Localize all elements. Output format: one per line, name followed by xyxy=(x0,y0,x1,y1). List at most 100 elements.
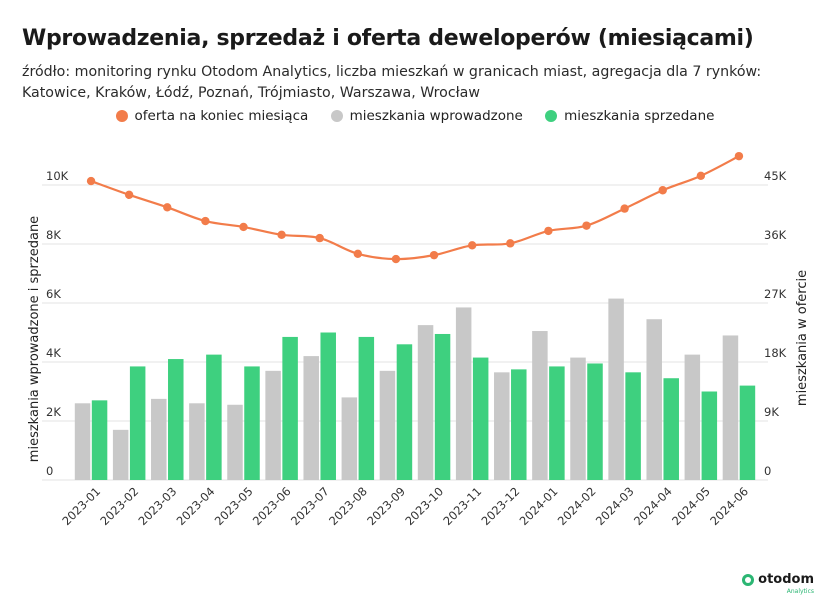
bar-introduced xyxy=(532,331,548,480)
bar-sold xyxy=(168,359,184,480)
offer-point xyxy=(201,216,210,226)
offer-point xyxy=(620,204,629,213)
bar-sold xyxy=(625,372,641,480)
left-tick-label: 0 xyxy=(46,464,53,478)
legend-dot-sold xyxy=(545,110,558,122)
offer-point xyxy=(315,233,324,243)
bar-sold xyxy=(129,366,146,480)
right-tick-label: 18K xyxy=(764,346,787,360)
axis-titles: mieszkania wprowadzone i sprzedane mieszk… xyxy=(27,216,810,462)
offer-point xyxy=(124,190,134,200)
legend-item-introduced[interactable]: mieszkania wprowadzone xyxy=(330,108,523,124)
legend-label-introduced: mieszkania wprowadzone xyxy=(349,108,523,124)
chart-subtitle: źródło: monitoring rynku Otodom Analytic… xyxy=(22,64,762,101)
legend-label-offer: oferta na koniec miesiąca xyxy=(134,108,309,124)
bar-sold xyxy=(434,333,451,480)
offer-point xyxy=(277,230,286,240)
legend-item-offer[interactable]: oferta na koniec miesiąca xyxy=(115,108,309,124)
bar-introduced xyxy=(151,398,167,480)
right-tick-label: 0 xyxy=(764,464,771,478)
x-tick-label: 2024-02 xyxy=(555,484,599,528)
bar-introduced xyxy=(112,429,129,480)
bar-sold xyxy=(244,366,260,480)
bar-sold xyxy=(549,366,565,480)
offer-line xyxy=(86,151,744,264)
bar-sold xyxy=(396,344,413,480)
otodom-logo-icon xyxy=(742,574,755,586)
x-tick-label: 2024-05 xyxy=(669,484,713,528)
otodom-logo: otodom Analytics xyxy=(742,572,814,595)
x-tick-label: 2023-02 xyxy=(97,484,141,528)
bar-introduced xyxy=(379,370,396,480)
x-tick-label: 2023-11 xyxy=(440,484,484,528)
bar-sold xyxy=(739,385,756,480)
offer-point xyxy=(239,222,248,232)
x-tick-label: 2023-05 xyxy=(212,484,256,528)
offer-point xyxy=(696,171,706,181)
otodom-logo-sub: Analytics xyxy=(786,588,814,595)
x-tick-label: 2024-04 xyxy=(631,484,675,528)
bar-introduced xyxy=(265,370,281,480)
right-tick-label: 45K xyxy=(764,169,787,183)
x-tick-label: 2024-03 xyxy=(593,484,637,528)
bar-introduced xyxy=(455,307,472,480)
bar-sold xyxy=(320,332,336,480)
bar-marks xyxy=(74,298,756,480)
offer-point xyxy=(163,203,172,212)
offer-point xyxy=(86,176,96,186)
chart-legend: oferta na koniec miesiąca mieszkania wpr… xyxy=(0,108,830,126)
bar-sold xyxy=(472,357,489,480)
left-tick-label: 6K xyxy=(46,287,61,301)
bar-introduced xyxy=(189,403,205,480)
x-tick-label: 2024-01 xyxy=(517,484,561,528)
bar-sold xyxy=(91,400,108,480)
bar-sold xyxy=(358,336,375,480)
bar-sold xyxy=(663,378,679,480)
left-tick-label: 10K xyxy=(46,169,69,183)
legend-item-sold[interactable]: mieszkania sprzedane xyxy=(545,108,714,124)
offer-point xyxy=(467,241,477,250)
bar-introduced xyxy=(570,357,586,480)
offer-point xyxy=(582,221,591,230)
x-tick-label: 2023-06 xyxy=(250,484,294,528)
bar-introduced xyxy=(722,335,739,480)
bar-sold xyxy=(511,369,527,480)
x-tick-label: 2023-08 xyxy=(326,484,370,528)
bar-sold xyxy=(206,354,222,480)
x-tick-label: 2023-01 xyxy=(59,484,103,528)
offer-point xyxy=(353,249,363,259)
left-tick-label: 2K xyxy=(46,405,61,419)
x-tick-label: 2023-04 xyxy=(174,484,218,528)
chart-title: Wprowadzenia, sprzedaż i oferta dewelope… xyxy=(22,26,754,51)
bar-introduced xyxy=(608,298,624,480)
left-axis-ticks: 0 2K 4K 6K 8K 10K xyxy=(46,169,69,478)
x-tick-label: 2023-09 xyxy=(364,484,408,528)
right-tick-label: 27K xyxy=(764,287,787,301)
left-axis-title: mieszkania wprowadzone i sprzedane xyxy=(27,216,42,462)
bar-introduced xyxy=(684,354,701,480)
bar-introduced xyxy=(303,356,319,480)
offer-point xyxy=(429,250,439,260)
bar-introduced xyxy=(227,404,243,480)
x-tick-label: 2024-06 xyxy=(707,484,751,528)
left-tick-label: 4K xyxy=(46,346,61,360)
bar-introduced xyxy=(417,325,434,480)
x-axis-ticks: 2023-012023-022023-032023-042023-052023-… xyxy=(59,484,751,528)
offer-point xyxy=(506,239,515,248)
legend-dot-offer xyxy=(115,110,128,122)
offer-point xyxy=(544,226,553,236)
right-tick-label: 9K xyxy=(764,405,779,419)
bar-introduced xyxy=(341,397,358,480)
right-axis-ticks: 0 9K 18K 27K 36K 45K xyxy=(764,169,787,478)
bar-introduced xyxy=(646,319,662,480)
offer-point xyxy=(658,186,667,195)
legend-label-sold: mieszkania sprzedane xyxy=(564,108,715,124)
x-tick-label: 2023-12 xyxy=(479,484,523,528)
bar-introduced xyxy=(494,372,510,480)
bar-sold xyxy=(701,391,718,480)
right-axis-title: mieszkania w ofercie xyxy=(795,270,810,406)
x-tick-label: 2023-03 xyxy=(136,484,180,528)
bar-sold xyxy=(282,336,298,480)
bar-sold xyxy=(587,363,603,480)
otodom-logo-text: otodom xyxy=(758,572,814,587)
